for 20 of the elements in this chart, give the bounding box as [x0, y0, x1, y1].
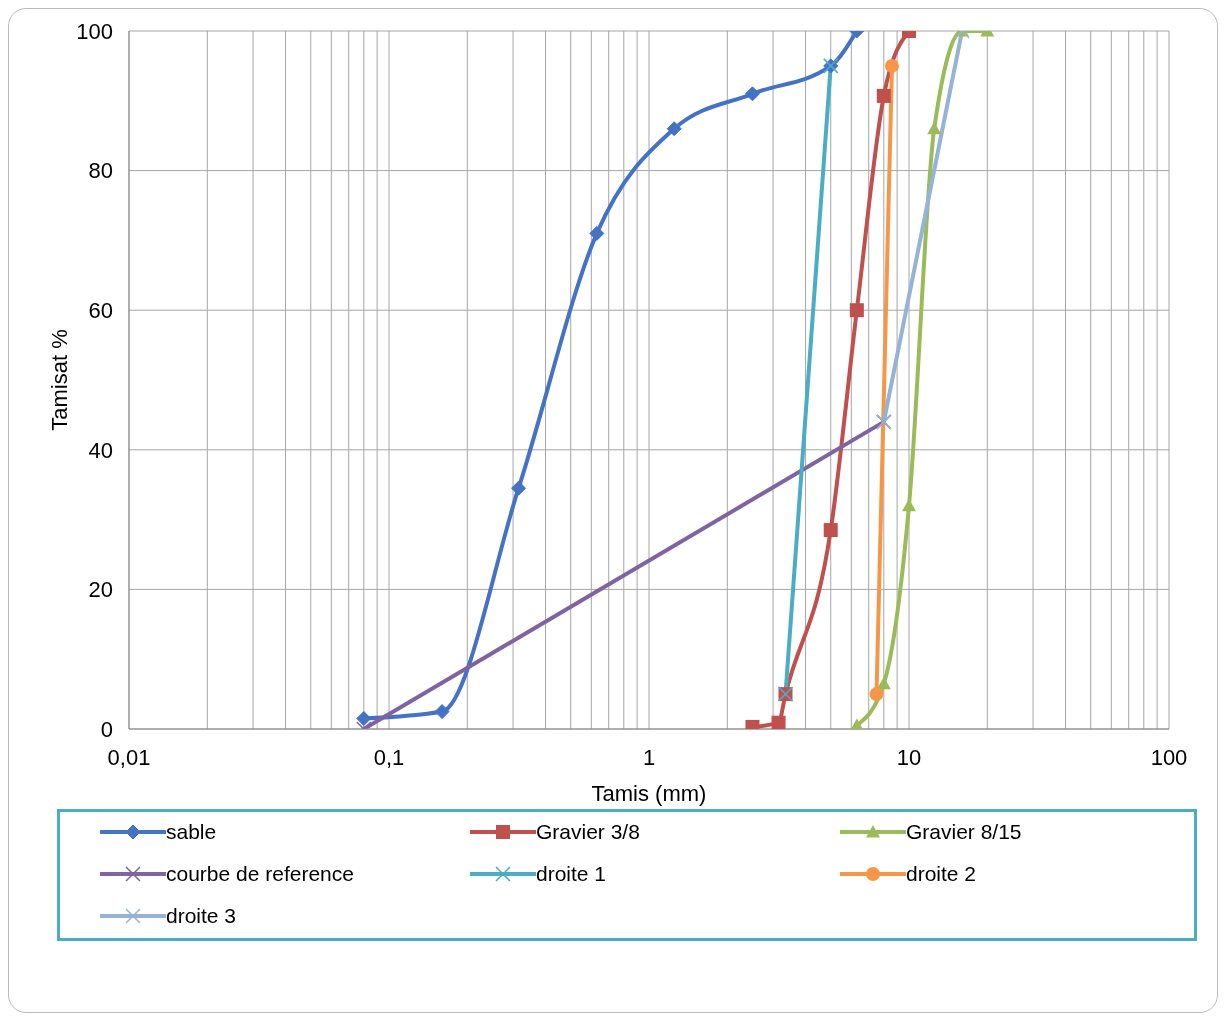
- x-tick-label: 100: [1150, 744, 1188, 770]
- legend-label: Gravier 3/8: [536, 820, 640, 844]
- y-tick-label: 80: [88, 158, 113, 184]
- legend-label: droite 3: [166, 904, 237, 928]
- x-tick-label: 0,1: [373, 744, 405, 770]
- legend-label: droite 1: [536, 862, 607, 886]
- x-tick-label: 10: [896, 744, 922, 770]
- x-axis-title: Tamis (mm): [591, 781, 707, 806]
- y-axis-title: Tamisat %: [46, 329, 72, 431]
- x-tick-label: 0,01: [107, 744, 151, 770]
- y-tick-label: 100: [76, 18, 113, 44]
- y-tick-label: 0: [100, 716, 113, 742]
- legend-label: courbe de reference: [166, 862, 354, 886]
- legend-label: sable: [166, 820, 217, 844]
- y-tick-label: 20: [88, 577, 113, 603]
- y-tick-label: 60: [88, 298, 113, 324]
- legend-label: droite 2: [906, 862, 977, 886]
- x-tick-label: 1: [642, 744, 656, 770]
- legend-label: Gravier 8/15: [906, 820, 1022, 844]
- y-tick-label: 40: [88, 437, 113, 463]
